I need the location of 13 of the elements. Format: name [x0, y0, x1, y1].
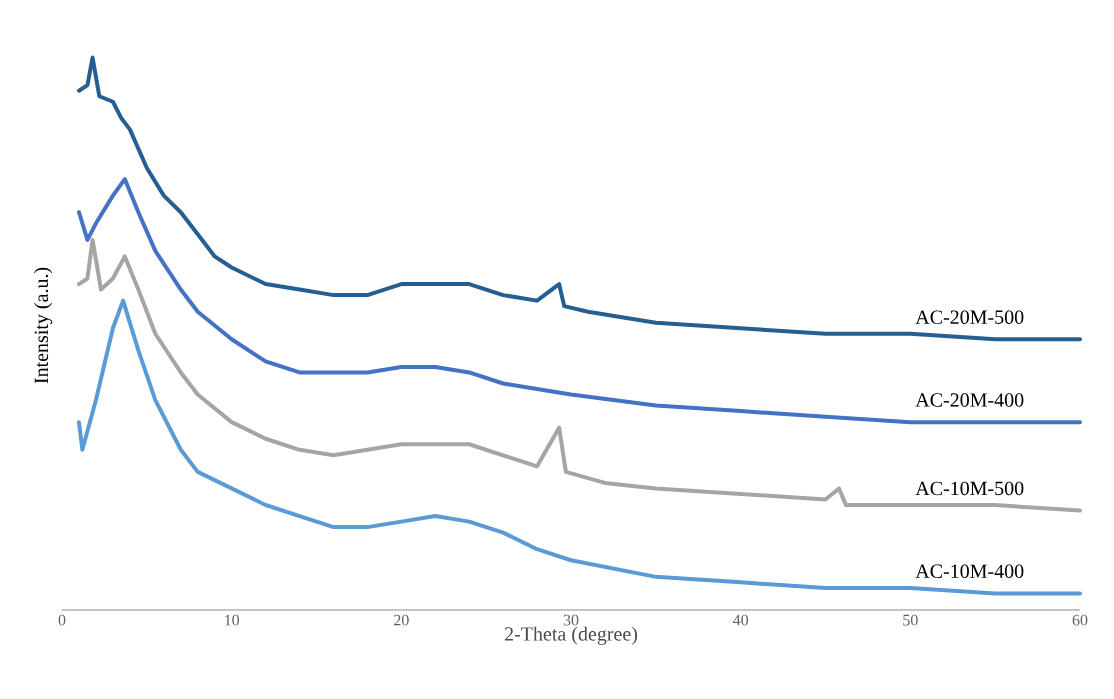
series-label: AC-20M-500: [915, 310, 1024, 324]
x-tick-label: 10: [225, 614, 240, 626]
series-label: AC-10M-400: [915, 564, 1024, 578]
x-tick-label: 20: [394, 614, 409, 626]
x-tick-label: 50: [903, 614, 918, 626]
x-axis-title: 2-Theta (degree): [504, 626, 638, 645]
x-tick-label: 30: [563, 614, 579, 626]
x-tick-label: 40: [732, 614, 749, 626]
series-label: AC-20M-400: [915, 393, 1024, 407]
x-tick-label: 60: [1072, 614, 1088, 626]
series-label: AC-10M-500: [915, 481, 1024, 496]
x-tick-label: 0: [58, 614, 66, 626]
y-axis-title: Intensity (a.u.): [34, 267, 53, 384]
